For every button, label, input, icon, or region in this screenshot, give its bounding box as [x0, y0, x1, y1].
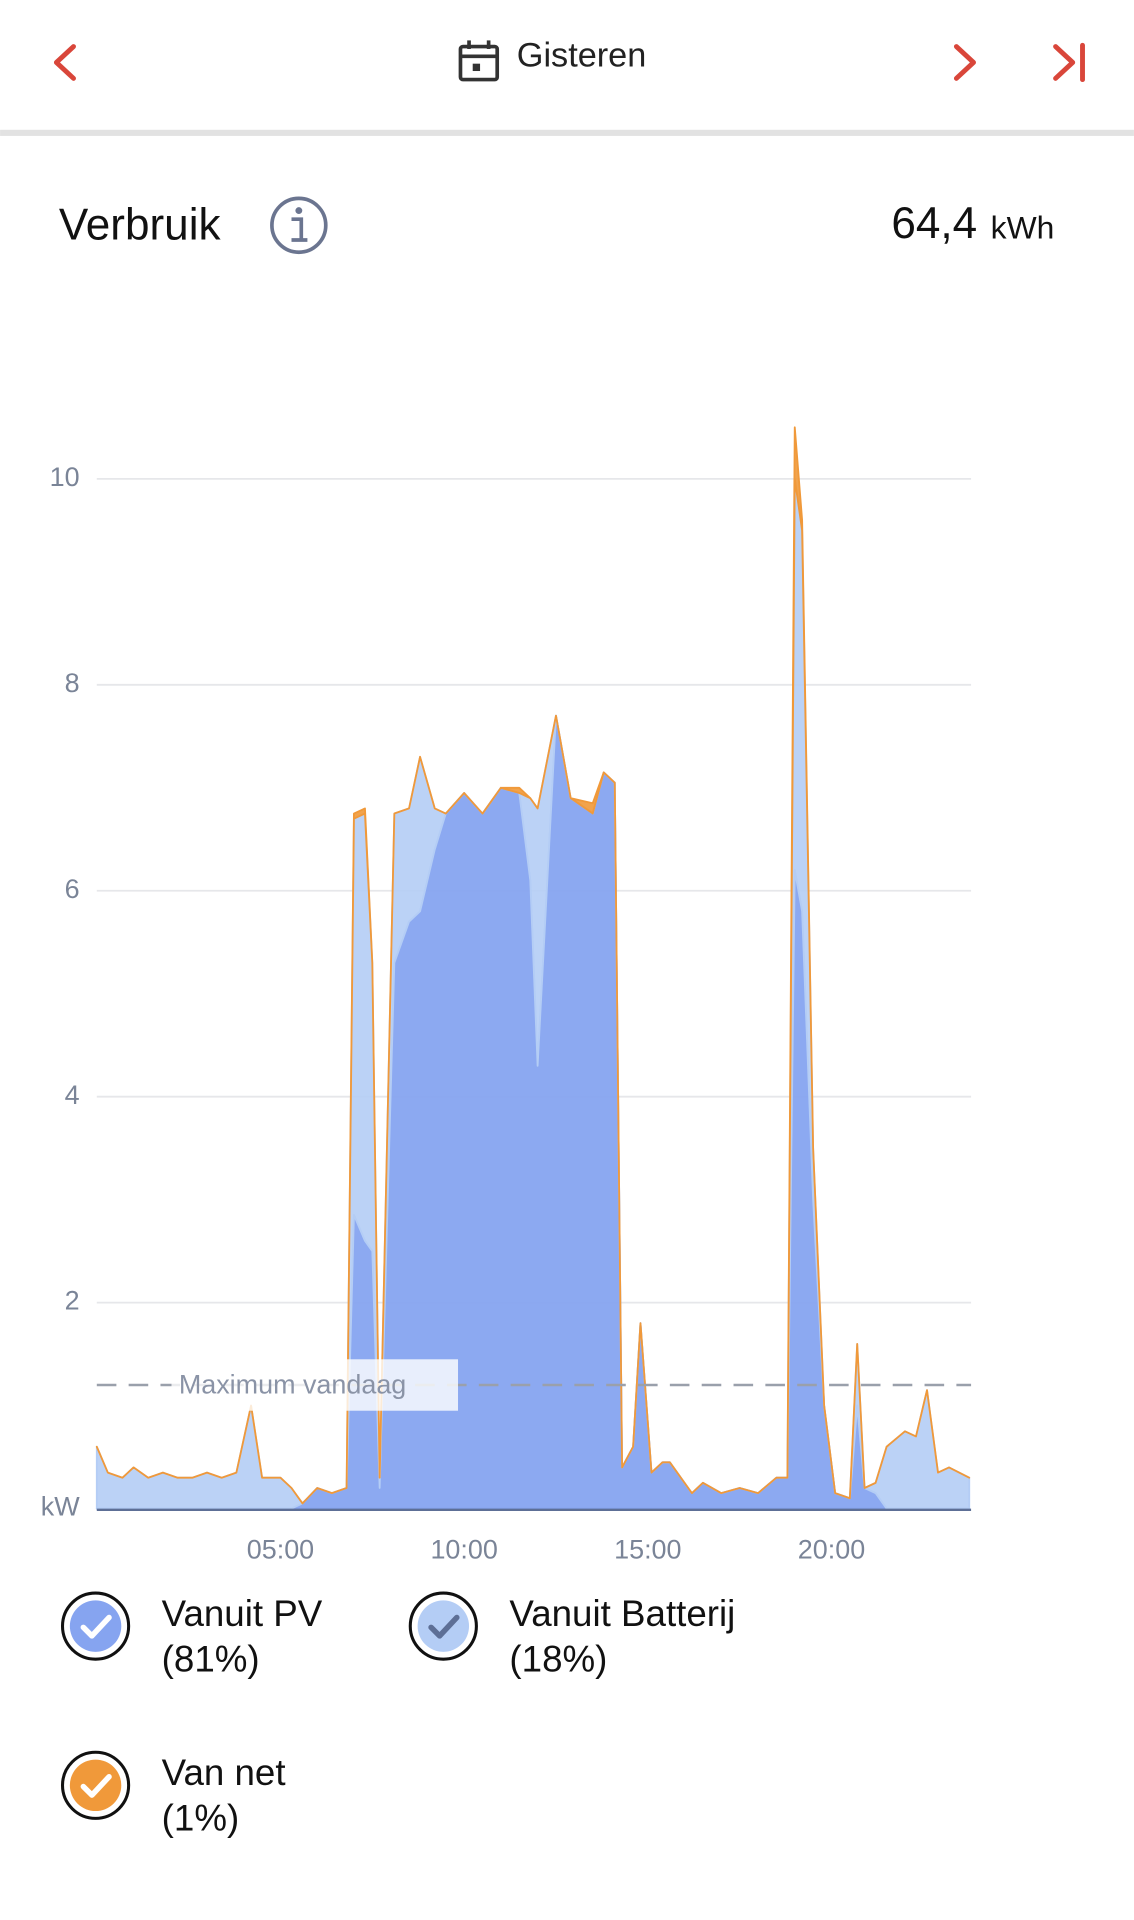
last-day-button[interactable] — [1053, 42, 1085, 83]
legend-label: Van net — [162, 1752, 286, 1793]
y-tick-label: 10 — [50, 462, 80, 492]
legend-check — [80, 1773, 112, 1798]
y-tick-label: 4 — [65, 1080, 80, 1110]
legend: Vanuit PV(81%) Vanuit Batterij(18%) Van ne… — [60, 1591, 735, 1839]
legend-item[interactable]: Van net (1%) — [60, 1750, 286, 1839]
y-tick-label: 2 — [65, 1286, 80, 1316]
x-tick-label: 10:00 — [430, 1535, 497, 1565]
x-tick-label: 20:00 — [798, 1535, 865, 1565]
total-value: 64,4 — [891, 199, 977, 248]
legend-item[interactable]: Vanuit PV(81%) — [60, 1591, 323, 1679]
y-tick-label: 6 — [65, 874, 80, 904]
info-button[interactable] — [270, 196, 328, 255]
legend-share: (18%) — [509, 1638, 607, 1679]
next-day-button[interactable] — [953, 44, 976, 81]
legend-label: Vanuit PV — [162, 1593, 323, 1634]
legend-swatch — [417, 1600, 470, 1652]
legend-swatch — [69, 1600, 122, 1652]
legend-swatch — [69, 1759, 122, 1812]
x-tick-label: 15:00 — [614, 1535, 681, 1565]
y-tick-label: 8 — [65, 668, 80, 698]
legend-label: Vanuit Batterij — [509, 1593, 735, 1634]
section-title: Verbruik — [59, 200, 222, 249]
legend-share: (81%) — [162, 1638, 260, 1679]
legend-check — [428, 1614, 460, 1639]
y-axis-label: kW — [41, 1492, 80, 1522]
legend-check — [80, 1614, 112, 1639]
total-unit: kWh — [991, 210, 1055, 246]
annotation-box — [171, 1359, 459, 1411]
chart: 2 4 6 8 10 kW 05:00 10:00 15:00 20:00 Maximum vand… — [41, 426, 972, 1565]
legend-item[interactable]: Vanuit Batterij(18%) — [408, 1591, 735, 1679]
date-title[interactable]: Gisteren — [517, 37, 647, 75]
area — [95, 426, 971, 1505]
header-divider — [0, 129, 1134, 136]
annotation-label: Maximum vandaag — [179, 1369, 406, 1399]
legend-share: (1%) — [162, 1798, 240, 1839]
x-tick-label: 05:00 — [247, 1535, 314, 1565]
calendar-icon — [458, 40, 500, 82]
previous-day-button[interactable] — [53, 44, 76, 81]
